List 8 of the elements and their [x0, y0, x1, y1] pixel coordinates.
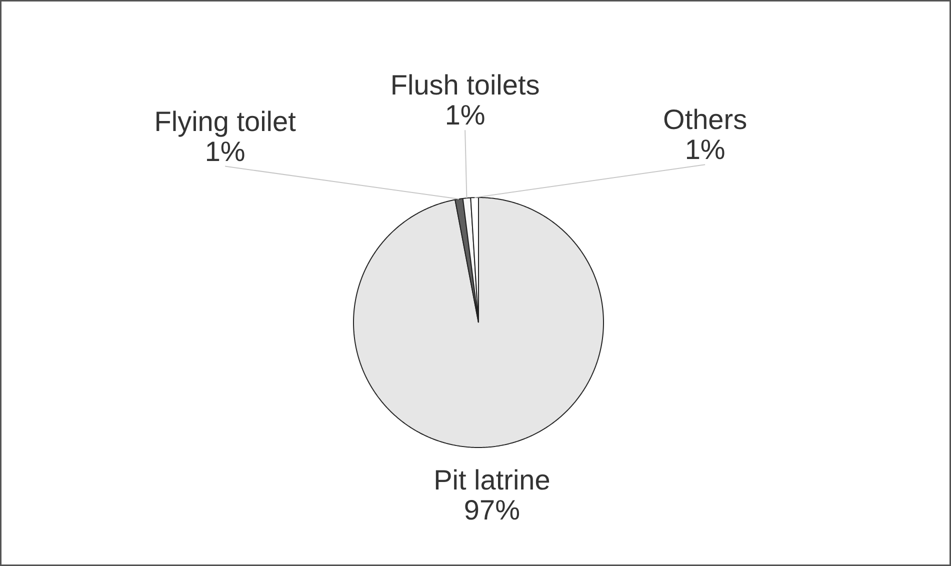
- data-label: 1%: [444, 100, 486, 131]
- data-label: 1%: [684, 134, 726, 166]
- slice-label: Others: [663, 104, 748, 136]
- data-label: 97%: [464, 494, 520, 526]
- slice-label: Flush toilets: [390, 70, 540, 101]
- slice-label: Pit latrine: [434, 464, 550, 496]
- data-label: 1%: [204, 136, 246, 167]
- slice-label: Flying toilet: [154, 106, 296, 137]
